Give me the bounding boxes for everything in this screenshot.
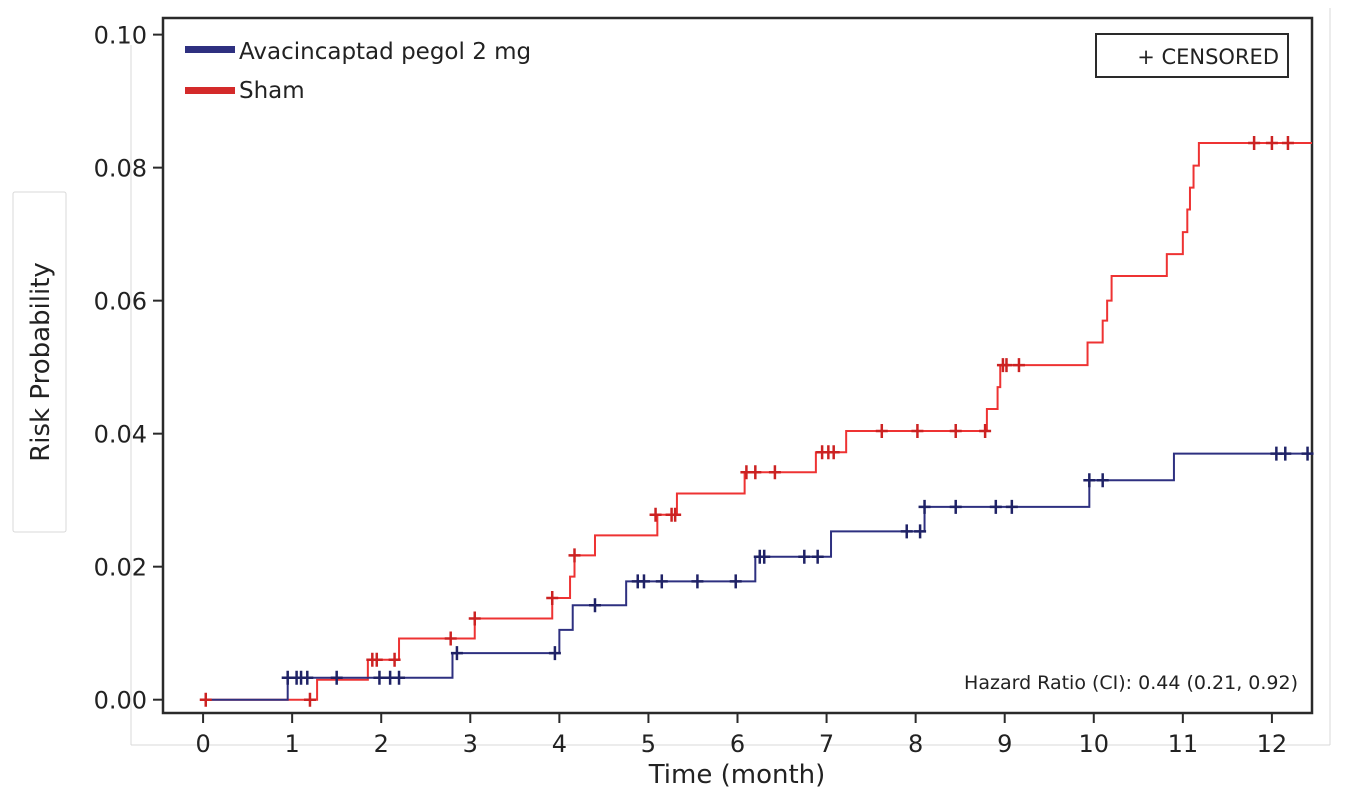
y-axis-ticks: 0.00 0.02 0.04 0.06 0.08 0.10 bbox=[94, 22, 163, 715]
censor-mark-sham bbox=[649, 507, 662, 522]
censored-legend: + CENSORED bbox=[1095, 33, 1289, 78]
x-tick-label: 10 bbox=[1079, 730, 1110, 758]
censor-mark-sham bbox=[568, 548, 581, 563]
censor-mark-sham bbox=[388, 652, 401, 667]
censor-marks bbox=[199, 136, 1314, 707]
x-tick-label: 5 bbox=[641, 730, 656, 758]
legend-swatch-avacincaptad bbox=[185, 46, 235, 53]
censor-mark-avacincaptad bbox=[900, 524, 913, 539]
censor-mark-avacincaptad bbox=[1083, 473, 1096, 488]
censored-legend-box bbox=[1095, 33, 1289, 78]
censor-mark-sham bbox=[1265, 136, 1278, 151]
x-tick-label: 3 bbox=[463, 730, 478, 758]
y-tick-label: 0.08 bbox=[94, 155, 147, 183]
ylabel-box bbox=[12, 191, 67, 533]
censor-mark-avacincaptad bbox=[373, 670, 386, 685]
y-tick-label: 0.06 bbox=[94, 288, 147, 316]
y-tick-label: 0.02 bbox=[94, 554, 147, 582]
censor-mark-avacincaptad bbox=[330, 670, 343, 685]
censor-mark-sham bbox=[827, 445, 840, 460]
censor-mark-avacincaptad bbox=[637, 574, 650, 589]
censor-mark-avacincaptad bbox=[729, 574, 742, 589]
x-axis-label: Time (month) bbox=[648, 760, 826, 790]
censor-mark-avacincaptad bbox=[548, 646, 561, 661]
hazard-ratio-annotation: Hazard Ratio (CI): 0.44 (0.21, 0.92) bbox=[964, 672, 1298, 694]
x-tick-label: 2 bbox=[374, 730, 389, 758]
censor-mark-avacincaptad bbox=[588, 598, 601, 613]
series-line-avacincaptad bbox=[203, 452, 1312, 701]
censor-mark-sham bbox=[303, 692, 316, 707]
x-tick-label: 7 bbox=[819, 730, 834, 758]
censor-mark-avacincaptad bbox=[301, 670, 314, 685]
censor-mark-avacincaptad bbox=[691, 574, 704, 589]
x-tick-label: 0 bbox=[195, 730, 210, 758]
censor-mark-sham bbox=[1281, 136, 1294, 151]
censor-mark-avacincaptad bbox=[949, 499, 962, 514]
y-tick-label: 0.00 bbox=[94, 687, 147, 715]
censor-mark-sham bbox=[949, 424, 962, 439]
y-tick-label: 0.10 bbox=[94, 22, 147, 50]
censor-mark-avacincaptad bbox=[989, 499, 1002, 514]
x-tick-label: 11 bbox=[1168, 730, 1199, 758]
x-tick-label: 12 bbox=[1257, 730, 1288, 758]
censor-mark-avacincaptad bbox=[798, 549, 811, 564]
censor-mark-sham bbox=[1000, 358, 1013, 373]
censor-mark-sham bbox=[768, 465, 781, 480]
plot-frame bbox=[161, 16, 1314, 715]
legend-label-sham: Sham bbox=[239, 78, 305, 104]
censor-mark-sham bbox=[875, 424, 888, 439]
censor-mark-avacincaptad bbox=[1301, 446, 1314, 461]
censor-mark-sham bbox=[444, 631, 457, 646]
censor-mark-avacincaptad bbox=[655, 574, 668, 589]
censor-mark-sham bbox=[1012, 358, 1025, 373]
censor-mark-avacincaptad bbox=[914, 524, 927, 539]
censor-mark-sham bbox=[669, 507, 682, 522]
legend: Avacincaptad pegol 2 mg Sham bbox=[185, 39, 531, 104]
censor-mark-sham bbox=[1248, 136, 1261, 151]
censored-legend-label: + CENSORED bbox=[1137, 45, 1279, 69]
censor-mark-sham bbox=[199, 692, 212, 707]
censor-mark-sham bbox=[749, 465, 762, 480]
legend-swatch-sham bbox=[185, 87, 235, 94]
x-tick-label: 4 bbox=[552, 730, 567, 758]
x-axis-ticks: 0 1 2 3 4 5 6 7 8 9 10 11 12 bbox=[195, 713, 1287, 758]
censor-mark-avacincaptad bbox=[1096, 473, 1109, 488]
censor-mark-avacincaptad bbox=[393, 670, 406, 685]
censor-mark-sham bbox=[979, 424, 992, 439]
x-tick-label: 9 bbox=[997, 730, 1012, 758]
censor-mark-sham bbox=[370, 652, 383, 667]
censor-mark-avacincaptad bbox=[811, 549, 824, 564]
censor-mark-avacincaptad bbox=[918, 499, 931, 514]
censor-mark-avacincaptad bbox=[1005, 499, 1018, 514]
x-tick-label: 8 bbox=[908, 730, 923, 758]
censor-mark-sham bbox=[911, 424, 924, 439]
x-tick-label: 1 bbox=[285, 730, 300, 758]
censor-mark-avacincaptad bbox=[758, 549, 771, 564]
censor-mark-sham bbox=[546, 590, 559, 605]
censor-mark-sham bbox=[468, 611, 481, 626]
censor-mark-avacincaptad bbox=[1279, 446, 1292, 461]
x-tick-label: 6 bbox=[730, 730, 745, 758]
y-axis-label: Risk Probability bbox=[26, 262, 56, 462]
censor-mark-avacincaptad bbox=[450, 646, 463, 661]
legend-label-avacincaptad: Avacincaptad pegol 2 mg bbox=[239, 39, 531, 65]
y-tick-label: 0.04 bbox=[94, 421, 147, 449]
